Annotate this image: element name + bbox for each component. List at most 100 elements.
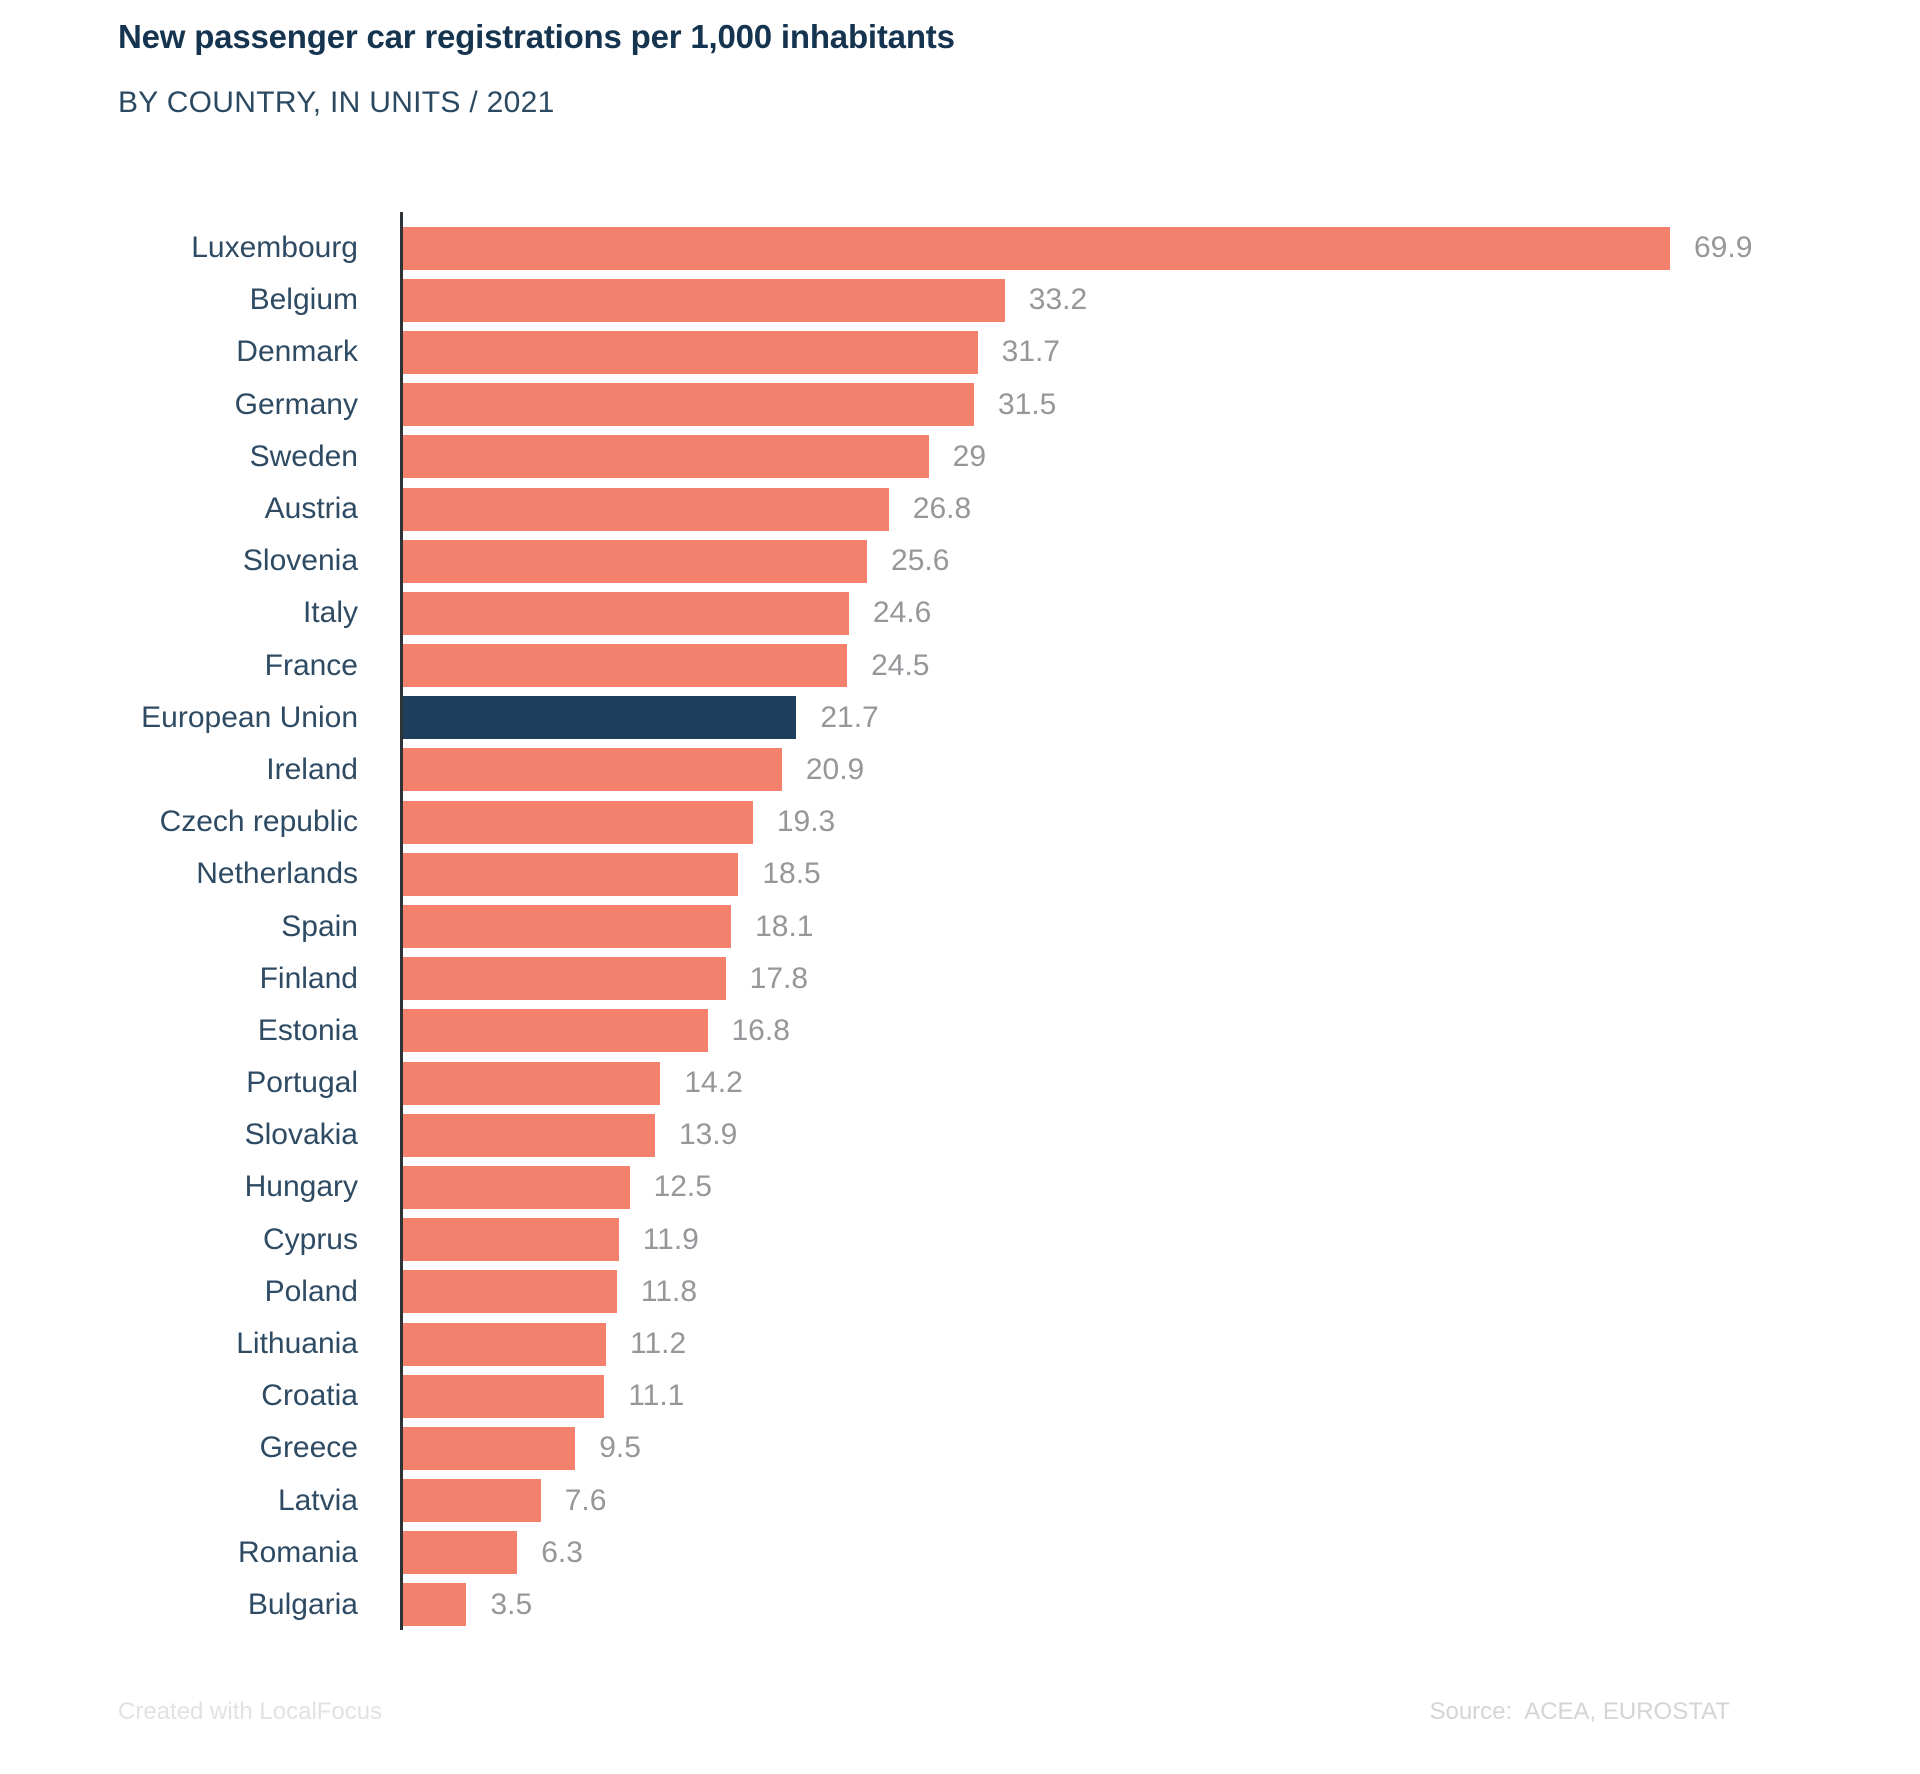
bar-track-cyprus: 11.9 xyxy=(400,1218,1920,1262)
value-label-netherlands: 18.5 xyxy=(762,857,821,891)
category-label-denmark: Denmark xyxy=(236,335,358,369)
value-label-luxembourg: 69.9 xyxy=(1694,231,1753,265)
bar-track-italy: 24.6 xyxy=(400,591,1920,635)
bar-estonia xyxy=(403,1009,708,1053)
bar-france xyxy=(403,644,848,688)
bar-finland xyxy=(403,957,726,1001)
bar-track-sweden: 29 xyxy=(400,435,1920,479)
bar-denmark xyxy=(403,330,978,374)
bar-track-denmark: 31.7 xyxy=(400,330,1920,374)
chart-row-netherlands: Netherlands 18.5 xyxy=(0,848,1920,900)
value-label-germany: 31.5 xyxy=(997,387,1057,421)
axis-line xyxy=(400,212,403,1631)
value-label-ireland: 20.9 xyxy=(805,752,865,786)
value-label-slovenia: 25.6 xyxy=(891,544,950,578)
category-label-bulgaria: Bulgaria xyxy=(247,1587,358,1621)
bar-track-croatia: 11.1 xyxy=(400,1374,1920,1418)
bar-track-austria: 26.8 xyxy=(400,487,1920,531)
chart-row-bulgaria: Bulgaria 3.5 xyxy=(0,1579,1920,1631)
chart-row-luxembourg: Luxembourg 69.9 xyxy=(0,222,1920,274)
bar-track-romania: 6.3 xyxy=(400,1531,1920,1575)
value-label-portugal: 14.2 xyxy=(684,1066,743,1100)
chart-row-czech-republic: Czech republic 19.3 xyxy=(0,796,1920,848)
value-label-spain: 18.1 xyxy=(755,909,814,943)
bar-track-slovakia: 13.9 xyxy=(400,1113,1920,1157)
category-label-france: France xyxy=(264,648,358,682)
bar-track-france: 24.5 xyxy=(400,644,1920,688)
bar-track-greece: 9.5 xyxy=(400,1426,1920,1470)
category-label-italy: Italy xyxy=(302,596,358,630)
category-label-portugal: Portugal xyxy=(246,1066,358,1100)
chart-row-cyprus: Cyprus 11.9 xyxy=(0,1214,1920,1266)
bar-track-poland: 11.8 xyxy=(400,1270,1920,1314)
category-label-slovenia: Slovenia xyxy=(242,544,358,578)
chart-row-european-union: European Union 21.7 xyxy=(0,692,1920,744)
bar-track-belgium: 33.2 xyxy=(400,278,1920,322)
bar-spain xyxy=(403,905,732,949)
bar-greece xyxy=(403,1426,576,1470)
category-label-lithuania: Lithuania xyxy=(236,1327,358,1361)
chart-row-lithuania: Lithuania 11.2 xyxy=(0,1318,1920,1370)
chart-row-portugal: Portugal 14.2 xyxy=(0,1057,1920,1109)
value-label-france: 24.5 xyxy=(871,648,930,682)
bar-croatia xyxy=(403,1374,605,1418)
bar-track-finland: 17.8 xyxy=(400,957,1920,1001)
bar-european-union xyxy=(403,696,797,740)
category-label-sweden: Sweden xyxy=(249,439,358,473)
chart-row-belgium: Belgium 33.2 xyxy=(0,274,1920,326)
bar-track-european-union: 21.7 xyxy=(400,696,1920,740)
bar-chart: Luxembourg 69.9 Belgium 33.2 Denmark 31.7 Germ… xyxy=(0,212,1920,1631)
bar-track-bulgaria: 3.5 xyxy=(400,1583,1920,1627)
value-label-italy: 24.6 xyxy=(872,596,932,630)
bar-czech-republic xyxy=(403,800,753,844)
value-label-european-union: 21.7 xyxy=(820,700,879,734)
chart-row-hungary: Hungary 12.5 xyxy=(0,1161,1920,1213)
bar-slovakia xyxy=(403,1113,655,1157)
chart-row-estonia: Estonia 16.8 xyxy=(0,1005,1920,1057)
chart-row-slovenia: Slovenia 25.6 xyxy=(0,535,1920,587)
category-label-slovakia: Slovakia xyxy=(244,1118,358,1152)
value-label-estonia: 16.8 xyxy=(731,1013,790,1047)
bar-hungary xyxy=(403,1165,630,1209)
bar-bulgaria xyxy=(403,1583,467,1627)
chart-row-italy: Italy 24.6 xyxy=(0,587,1920,639)
bar-track-ireland: 20.9 xyxy=(400,748,1920,792)
value-label-romania: 6.3 xyxy=(541,1535,583,1569)
bar-track-czech-republic: 19.3 xyxy=(400,800,1920,844)
category-label-croatia: Croatia xyxy=(261,1379,358,1413)
chart-row-ireland: Ireland 20.9 xyxy=(0,744,1920,796)
bar-germany xyxy=(403,383,974,427)
chart-row-poland: Poland 11.8 xyxy=(0,1266,1920,1318)
chart-row-finland: Finland 17.8 xyxy=(0,953,1920,1005)
bar-netherlands xyxy=(403,852,739,896)
category-label-czech-republic: Czech republic xyxy=(159,805,358,839)
chart-row-france: France 24.5 xyxy=(0,640,1920,692)
value-label-croatia: 11.1 xyxy=(628,1379,685,1413)
chart-footer: Created with LocalFocus Source: ACEA, EU… xyxy=(118,1698,1730,1726)
bar-latvia xyxy=(403,1479,541,1523)
bar-track-slovenia: 25.6 xyxy=(400,539,1920,583)
bar-ireland xyxy=(403,748,782,792)
category-label-netherlands: Netherlands xyxy=(196,857,358,891)
bar-lithuania xyxy=(403,1322,606,1366)
chart-row-slovakia: Slovakia 13.9 xyxy=(0,1109,1920,1161)
category-label-latvia: Latvia xyxy=(277,1483,358,1517)
chart-subtitle: BY COUNTRY, IN UNITS / 2021 xyxy=(118,86,555,119)
category-label-austria: Austria xyxy=(264,492,358,526)
bar-sweden xyxy=(403,435,929,479)
bar-track-estonia: 16.8 xyxy=(400,1009,1920,1053)
bar-poland xyxy=(403,1270,617,1314)
chart-row-spain: Spain 18.1 xyxy=(0,900,1920,952)
value-label-greece: 9.5 xyxy=(599,1431,641,1465)
category-label-belgium: Belgium xyxy=(249,283,358,317)
chart-title: New passenger car registrations per 1,00… xyxy=(118,18,955,55)
value-label-czech-republic: 19.3 xyxy=(776,805,836,839)
bar-track-portugal: 14.2 xyxy=(400,1061,1920,1105)
category-label-estonia: Estonia xyxy=(257,1013,358,1047)
category-label-germany: Germany xyxy=(234,387,358,421)
chart-row-croatia: Croatia 11.1 xyxy=(0,1370,1920,1422)
credit-text: Created with LocalFocus xyxy=(118,1698,383,1725)
bar-track-germany: 31.5 xyxy=(400,383,1920,427)
bar-romania xyxy=(403,1531,518,1575)
value-label-bulgaria: 3.5 xyxy=(490,1587,533,1621)
